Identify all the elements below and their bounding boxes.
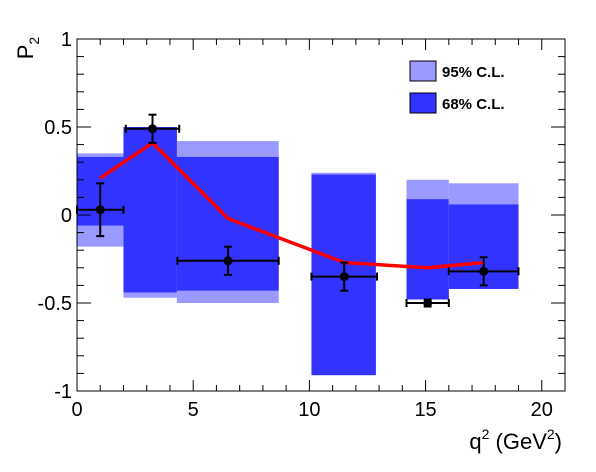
legend: 95% C.L. 68% C.L. [409, 60, 505, 114]
tick-labels: 0 5 10 15 20 -1 -0.5 0 0.5 1 [38, 29, 553, 421]
x-tick-label: 15 [414, 399, 436, 421]
y-axis-title: P2 [13, 37, 42, 60]
data-point-3 [310, 261, 379, 292]
data-marker [479, 266, 489, 276]
data-points-layer [76, 113, 520, 308]
y-tick-label: -0.5 [38, 293, 72, 315]
data-point-4 [405, 298, 450, 308]
band-68cl-4 [406, 199, 449, 300]
data-point-2 [176, 245, 280, 276]
legend-label-95cl: 95% C.L. [442, 64, 505, 81]
x-tick-label: 10 [298, 399, 320, 421]
x-axis-title: q2 (GeV2) [469, 426, 562, 454]
y-tick-label: 0 [61, 205, 72, 227]
y-tick-label: 1 [61, 29, 72, 51]
prediction-line-layer [99, 141, 484, 270]
axes [76, 38, 566, 392]
data-marker [95, 205, 105, 215]
data-point-1 [124, 113, 181, 144]
legend-label-68cl: 68% C.L. [442, 96, 505, 113]
legend-swatch-95cl [409, 60, 437, 82]
svg-text:P2: P2 [13, 37, 42, 60]
band-68cl-1 [123, 127, 177, 293]
data-point-0 [76, 182, 125, 238]
confidence-bands [77, 127, 519, 376]
data-marker [423, 298, 433, 308]
data-marker [223, 256, 233, 266]
y-tick-label: -1 [54, 381, 72, 403]
x-tick-label: 20 [531, 399, 553, 421]
data-marker [339, 272, 349, 282]
legend-swatch-68cl [409, 92, 437, 114]
y-tick-label: 0.5 [44, 117, 72, 139]
data-point-5 [447, 256, 520, 287]
data-marker [148, 124, 158, 134]
x-tick-label: 5 [188, 399, 199, 421]
prediction-line [99, 141, 484, 270]
x-tick-label: 0 [71, 399, 82, 421]
